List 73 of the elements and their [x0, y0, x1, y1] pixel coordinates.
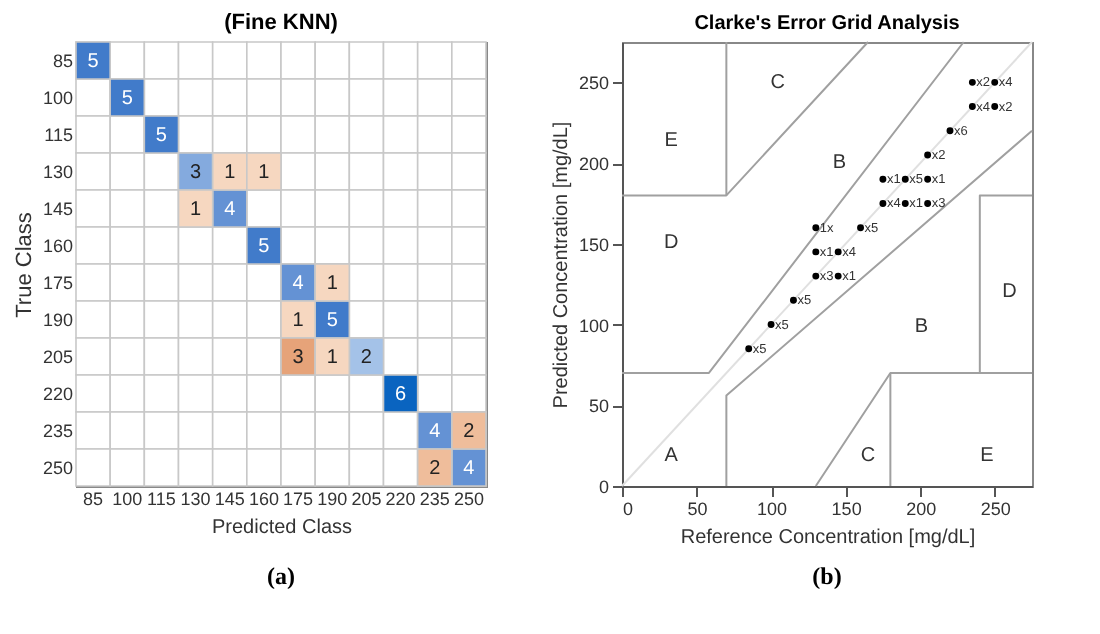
y-tick-label: 145 [42, 198, 73, 219]
y-tick-label: 205 [42, 346, 73, 367]
y-tick-label: 115 [44, 124, 73, 145]
data-label: 4 [224, 198, 237, 221]
data-label: 1 [258, 161, 271, 184]
chart-title: (Fine KNN) [224, 11, 339, 36]
x-tick-label: 220 [385, 489, 416, 509]
data-label: 5 [121, 87, 134, 110]
x-tick-label: 190 [317, 489, 348, 509]
annotation: C [770, 71, 786, 94]
data-label: 5 [258, 235, 271, 258]
y-tick-label: 100 [578, 315, 609, 336]
x-tick-label: 100 [112, 489, 143, 509]
x-tick-label: 175 [283, 489, 314, 509]
x-tick-label: 250 [453, 489, 484, 509]
y-tick-label: 150 [578, 234, 609, 255]
x-axis-title: Reference Concentration [mg/dL] [680, 527, 976, 549]
text: (b) [812, 562, 842, 590]
data-label: 2 [463, 420, 476, 443]
data-label: 1 [292, 309, 305, 332]
x-axis-title: Predicted Class [211, 517, 353, 539]
x-tick-label: 0 [623, 499, 634, 519]
data-label: 1 [326, 346, 339, 369]
x-tick-label: 150 [831, 499, 862, 519]
data-label: 6 [395, 383, 408, 406]
annotation: C [860, 444, 876, 467]
x-tick-label: 160 [248, 489, 279, 509]
x-tick-label: 85 [83, 489, 104, 509]
y-tick-label: 200 [578, 154, 609, 175]
y-axis-title: True Class [12, 211, 37, 318]
y-tick-label: 250 [578, 73, 609, 94]
annotation: B [832, 151, 847, 174]
x-tick-label: 145 [214, 489, 245, 509]
data-label: 2 [360, 346, 373, 369]
data-label: 1 [224, 161, 237, 184]
text: (a) [267, 562, 295, 590]
y-tick-label: 190 [42, 309, 73, 330]
data-label: 4 [463, 457, 476, 480]
data-label: 2 [429, 457, 442, 480]
data-label: 5 [326, 309, 339, 332]
data-label: 3 [292, 346, 305, 369]
y-tick-label: 160 [42, 235, 73, 256]
y-tick-label: 100 [42, 87, 73, 108]
data-label: 4 [429, 420, 442, 443]
x-tick-label: 50 [687, 499, 708, 519]
x-tick-label: 250 [980, 499, 1011, 519]
y-tick-label: 85 [52, 50, 73, 71]
x-tick-label: 130 [180, 489, 211, 509]
data-label: 5 [155, 124, 168, 147]
x-tick-label: 205 [351, 489, 382, 509]
annotation: E [664, 129, 679, 152]
annotation: B [914, 316, 929, 339]
annotation: A [664, 444, 679, 467]
y-tick-label: 220 [42, 383, 73, 404]
data-label: 1 [190, 198, 203, 221]
x-tick-label: 100 [757, 499, 788, 519]
y-tick-label: 235 [42, 420, 73, 441]
y-tick-label: 175 [42, 272, 73, 293]
y-tick-label: 250 [42, 457, 73, 478]
chart-title: Clarke's Error Grid Analysis [694, 13, 961, 35]
x-tick-label: 200 [906, 499, 937, 519]
x-tick-label: 115 [147, 489, 176, 509]
data-label: 3 [190, 161, 203, 184]
y-tick-label: 130 [42, 161, 73, 182]
y-axis-title: Predicted Concentration [mg/dL] [550, 121, 573, 409]
data-label: 5 [87, 50, 100, 73]
y-tick-label: 50 [588, 396, 609, 417]
annotation: D [1002, 280, 1017, 303]
data-label: 1 [326, 272, 339, 295]
x-tick-label: 235 [419, 489, 450, 509]
annotation: D [663, 231, 679, 254]
data-label: 4 [292, 272, 305, 295]
annotation: E [980, 444, 995, 467]
